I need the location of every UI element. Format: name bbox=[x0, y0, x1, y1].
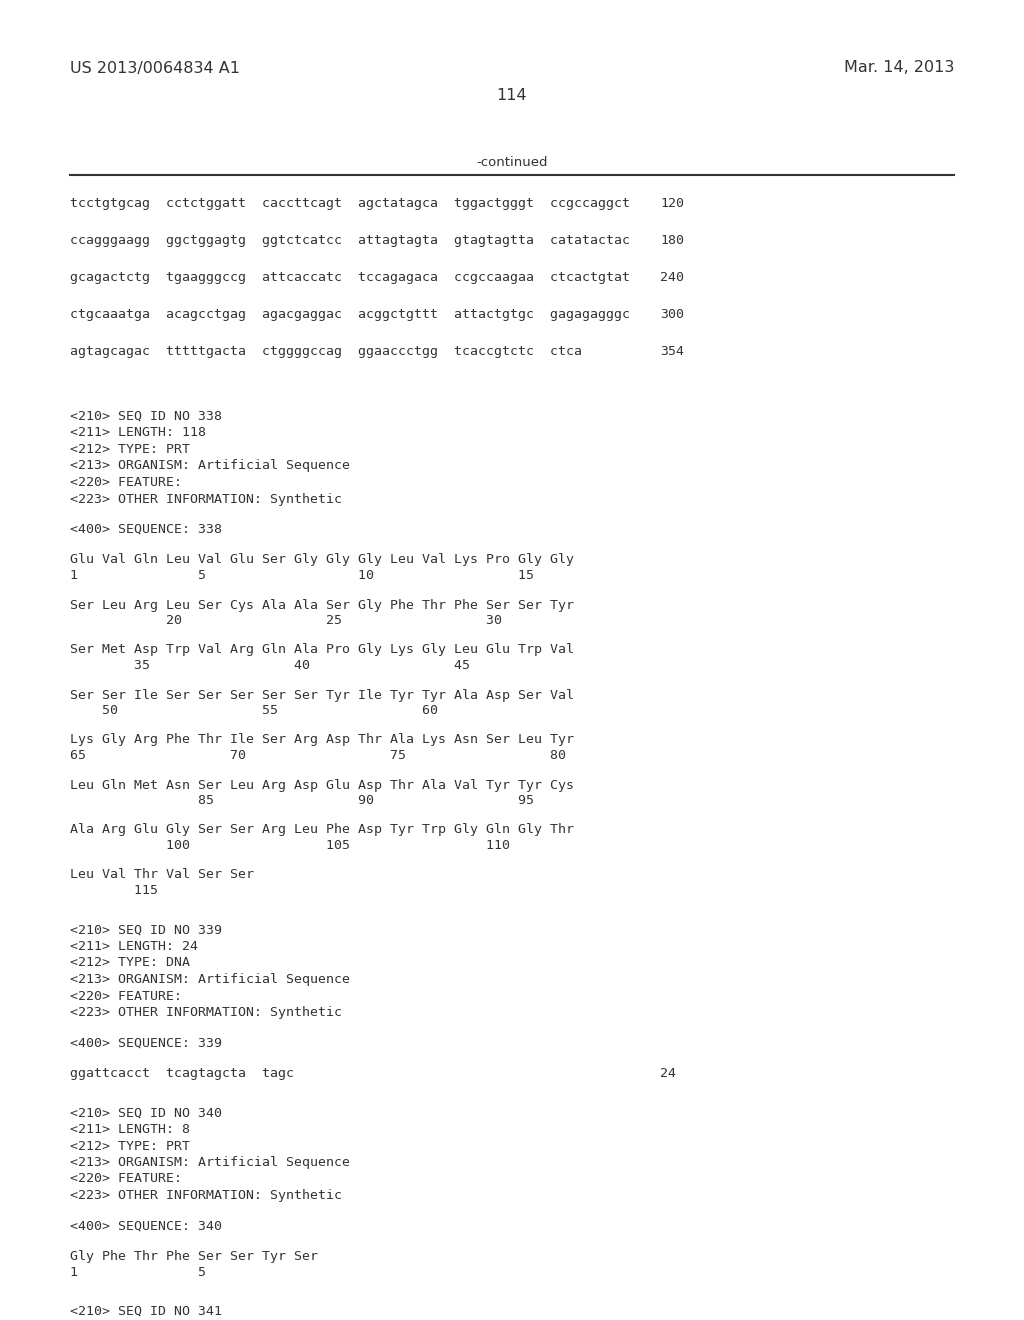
Text: <400> SEQUENCE: 339: <400> SEQUENCE: 339 bbox=[70, 1036, 222, 1049]
Text: 1               5                   10                  15: 1 5 10 15 bbox=[70, 569, 534, 582]
Text: <210> SEQ ID NO 338: <210> SEQ ID NO 338 bbox=[70, 411, 222, 422]
Text: ctgcaaatga  acagcctgag  agacgaggac  acggctgttt  attactgtgc  gagagagggc: ctgcaaatga acagcctgag agacgaggac acggctg… bbox=[70, 308, 630, 321]
Text: <212> TYPE: DNA: <212> TYPE: DNA bbox=[70, 957, 190, 969]
Text: <213> ORGANISM: Artificial Sequence: <213> ORGANISM: Artificial Sequence bbox=[70, 459, 350, 473]
Text: <223> OTHER INFORMATION: Synthetic: <223> OTHER INFORMATION: Synthetic bbox=[70, 1006, 342, 1019]
Text: <220> FEATURE:: <220> FEATURE: bbox=[70, 477, 182, 488]
Text: <223> OTHER INFORMATION: Synthetic: <223> OTHER INFORMATION: Synthetic bbox=[70, 492, 342, 506]
Text: <223> OTHER INFORMATION: Synthetic: <223> OTHER INFORMATION: Synthetic bbox=[70, 1189, 342, 1203]
Text: <400> SEQUENCE: 338: <400> SEQUENCE: 338 bbox=[70, 523, 222, 536]
Text: 120: 120 bbox=[660, 197, 684, 210]
Text: <210> SEQ ID NO 341: <210> SEQ ID NO 341 bbox=[70, 1305, 222, 1317]
Text: 100                 105                 110: 100 105 110 bbox=[70, 840, 510, 851]
Text: 1               5: 1 5 bbox=[70, 1266, 206, 1279]
Text: Leu Gln Met Asn Ser Leu Arg Asp Glu Asp Thr Ala Val Tyr Tyr Cys: Leu Gln Met Asn Ser Leu Arg Asp Glu Asp … bbox=[70, 779, 574, 792]
Text: <210> SEQ ID NO 339: <210> SEQ ID NO 339 bbox=[70, 924, 222, 936]
Text: 35                  40                  45: 35 40 45 bbox=[70, 659, 470, 672]
Text: gcagactctg  tgaagggccg  attcaccatc  tccagagaca  ccgccaagaa  ctcactgtat: gcagactctg tgaagggccg attcaccatc tccagag… bbox=[70, 271, 630, 284]
Text: 20                  25                  30: 20 25 30 bbox=[70, 614, 502, 627]
Text: tcctgtgcag  cctctggatt  caccttcagt  agctatagca  tggactgggt  ccgccaggct: tcctgtgcag cctctggatt caccttcagt agctata… bbox=[70, 197, 630, 210]
Text: <212> TYPE: PRT: <212> TYPE: PRT bbox=[70, 444, 190, 455]
Text: 114: 114 bbox=[497, 87, 527, 103]
Text: US 2013/0064834 A1: US 2013/0064834 A1 bbox=[70, 61, 240, 75]
Text: <213> ORGANISM: Artificial Sequence: <213> ORGANISM: Artificial Sequence bbox=[70, 973, 350, 986]
Text: agtagcagac  tttttgacta  ctggggccag  ggaaccctgg  tcaccgtctc  ctca: agtagcagac tttttgacta ctggggccag ggaaccc… bbox=[70, 345, 582, 358]
Text: <220> FEATURE:: <220> FEATURE: bbox=[70, 990, 182, 1002]
Text: <211> LENGTH: 24: <211> LENGTH: 24 bbox=[70, 940, 198, 953]
Text: <211> LENGTH: 118: <211> LENGTH: 118 bbox=[70, 426, 206, 440]
Text: 115: 115 bbox=[70, 884, 158, 898]
Text: <400> SEQUENCE: 340: <400> SEQUENCE: 340 bbox=[70, 1220, 222, 1233]
Text: 354: 354 bbox=[660, 345, 684, 358]
Text: 85                  90                  95: 85 90 95 bbox=[70, 795, 534, 807]
Text: Ser Leu Arg Leu Ser Cys Ala Ala Ser Gly Phe Thr Phe Ser Ser Tyr: Ser Leu Arg Leu Ser Cys Ala Ala Ser Gly … bbox=[70, 598, 574, 611]
Text: Ser Ser Ile Ser Ser Ser Ser Ser Tyr Ile Tyr Tyr Ala Asp Ser Val: Ser Ser Ile Ser Ser Ser Ser Ser Tyr Ile … bbox=[70, 689, 574, 701]
Text: Gly Phe Thr Phe Ser Ser Tyr Ser: Gly Phe Thr Phe Ser Ser Tyr Ser bbox=[70, 1250, 318, 1263]
Text: Glu Val Gln Leu Val Glu Ser Gly Gly Gly Leu Val Lys Pro Gly Gly: Glu Val Gln Leu Val Glu Ser Gly Gly Gly … bbox=[70, 553, 574, 566]
Text: 180: 180 bbox=[660, 234, 684, 247]
Text: 65                  70                  75                  80: 65 70 75 80 bbox=[70, 748, 566, 762]
Text: <212> TYPE: PRT: <212> TYPE: PRT bbox=[70, 1139, 190, 1152]
Text: Mar. 14, 2013: Mar. 14, 2013 bbox=[844, 61, 954, 75]
Text: ccagggaagg  ggctggagtg  ggtctcatcc  attagtagta  gtagtagtta  catatactac: ccagggaagg ggctggagtg ggtctcatcc attagta… bbox=[70, 234, 630, 247]
Text: <213> ORGANISM: Artificial Sequence: <213> ORGANISM: Artificial Sequence bbox=[70, 1156, 350, 1170]
Text: -continued: -continued bbox=[476, 156, 548, 169]
Text: <220> FEATURE:: <220> FEATURE: bbox=[70, 1172, 182, 1185]
Text: Ser Met Asp Trp Val Arg Gln Ala Pro Gly Lys Gly Leu Glu Trp Val: Ser Met Asp Trp Val Arg Gln Ala Pro Gly … bbox=[70, 644, 574, 656]
Text: 50                  55                  60: 50 55 60 bbox=[70, 704, 438, 717]
Text: Lys Gly Arg Phe Thr Ile Ser Arg Asp Thr Ala Lys Asn Ser Leu Tyr: Lys Gly Arg Phe Thr Ile Ser Arg Asp Thr … bbox=[70, 734, 574, 747]
Text: 240: 240 bbox=[660, 271, 684, 284]
Text: <211> LENGTH: 8: <211> LENGTH: 8 bbox=[70, 1123, 190, 1137]
Text: Ala Arg Glu Gly Ser Ser Arg Leu Phe Asp Tyr Trp Gly Gln Gly Thr: Ala Arg Glu Gly Ser Ser Arg Leu Phe Asp … bbox=[70, 824, 574, 837]
Text: ggattcacct  tcagtagcta  tagc: ggattcacct tcagtagcta tagc bbox=[70, 1067, 294, 1080]
Text: 24: 24 bbox=[660, 1067, 676, 1080]
Text: Leu Val Thr Val Ser Ser: Leu Val Thr Val Ser Ser bbox=[70, 869, 254, 882]
Text: 300: 300 bbox=[660, 308, 684, 321]
Text: <210> SEQ ID NO 340: <210> SEQ ID NO 340 bbox=[70, 1106, 222, 1119]
